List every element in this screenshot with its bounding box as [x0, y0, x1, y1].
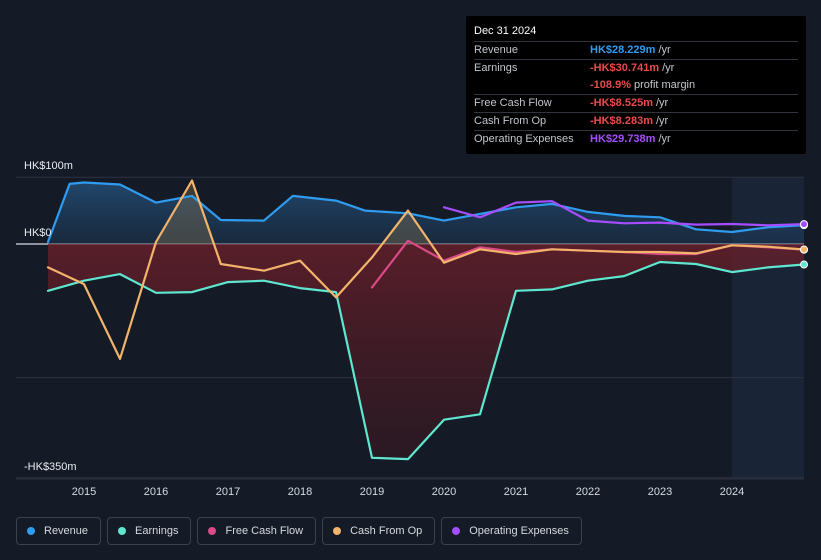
legend-item-free-cash-flow[interactable]: Free Cash Flow [197, 517, 317, 545]
forecast-band [732, 177, 804, 478]
legend-dot-icon [452, 527, 461, 535]
x-tick-label: 2019 [360, 486, 384, 498]
y-tick-label: HK$100m [24, 160, 73, 172]
tooltip-row-profit-margin: -108.9% profit margin [474, 77, 798, 94]
tooltip-date: Dec 31 2024 [474, 25, 537, 37]
cash-from-op-area [48, 180, 804, 244]
y-tick-label: -HK$350m [24, 461, 77, 473]
legend-label: Revenue [44, 525, 89, 537]
tooltip: Dec 31 2024 Revenue HK$28.229m /yr Earni… [466, 16, 806, 154]
tooltip-value: -HK$8.283m [590, 115, 653, 127]
x-tick-label: 2017 [216, 486, 240, 498]
tooltip-row-cash-from-op: Cash From Op -HK$8.283m /yr [474, 112, 798, 130]
x-tick-label: 2018 [288, 486, 312, 498]
tooltip-row-earnings: Earnings -HK$30.741m /yr [474, 59, 798, 77]
tooltip-value: -HK$30.741m [590, 62, 660, 74]
x-tick-label: 2023 [648, 486, 672, 498]
tooltip-label [474, 77, 590, 94]
legend-item-earnings[interactable]: Earnings [107, 517, 192, 545]
tooltip-row-revenue: Revenue HK$28.229m /yr [474, 41, 798, 59]
tooltip-label: Revenue [474, 44, 519, 56]
cash-from-op-end-point [800, 245, 808, 254]
area-layer [48, 180, 804, 460]
legend-label: Operating Expenses [469, 525, 569, 537]
tooltip-unit: /yr [658, 133, 671, 145]
tooltip-value: -HK$8.525m [590, 97, 653, 109]
revenue-line [46, 181, 806, 244]
legend-dot-icon [333, 527, 342, 535]
legend-item-cash-from-op[interactable]: Cash From Op [322, 517, 436, 545]
tooltip-row-free-cash-flow: Free Cash Flow -HK$8.525m /yr [474, 94, 798, 112]
tooltip-unit: /yr [662, 62, 675, 74]
legend-label: Earnings [135, 525, 179, 537]
legend: Revenue Earnings Free Cash Flow Cash Fro… [16, 517, 582, 545]
legend-item-revenue[interactable]: Revenue [16, 517, 102, 545]
legend-dot-icon [27, 527, 35, 535]
x-tick-label: 2016 [144, 486, 168, 498]
tooltip-label: Free Cash Flow [474, 97, 552, 109]
legend-label: Free Cash Flow [225, 525, 304, 537]
x-tick-label: 2021 [504, 486, 528, 498]
tooltip-unit: profit margin [633, 79, 696, 91]
cash-from-op-line [46, 179, 806, 360]
x-tick-label: 2020 [432, 486, 456, 498]
earnings-end-point [800, 260, 808, 269]
tooltip-label: Operating Expenses [474, 133, 574, 145]
legend-label: Cash From Op [350, 525, 423, 537]
series-lines [46, 179, 808, 461]
tooltip-value: HK$29.738m [590, 133, 656, 145]
tooltip-label: Cash From Op [474, 115, 547, 127]
x-tick-label: 2015 [72, 486, 96, 498]
revenue-area [48, 182, 804, 244]
axis-labels: HK$100m HK$0 -HK$350m 2015 2016 2017 2018 2019 2… [24, 160, 744, 498]
tooltip-unit: /yr [655, 97, 669, 109]
tooltip-value: HK$28.229m [590, 44, 656, 56]
tooltip-unit: /yr [655, 115, 669, 127]
operating-expenses-line [442, 200, 806, 227]
legend-item-operating-expenses[interactable]: Operating Expenses [441, 517, 582, 545]
earnings-area [48, 244, 804, 460]
earnings-line [46, 260, 806, 461]
legend-dot-icon [208, 527, 217, 535]
tooltip-row-operating-expenses: Operating Expenses HK$29.738m /yr [474, 130, 798, 148]
tooltip-value: -108.9% [590, 79, 631, 91]
x-tick-label: 2024 [720, 486, 744, 498]
y-tick-label: HK$0 [24, 227, 52, 239]
operating-expenses-end-point [800, 220, 808, 229]
x-tick-label: 2022 [576, 486, 600, 498]
tooltip-label: Earnings [474, 62, 518, 74]
legend-dot-icon [118, 527, 127, 535]
tooltip-unit: /yr [658, 44, 671, 56]
